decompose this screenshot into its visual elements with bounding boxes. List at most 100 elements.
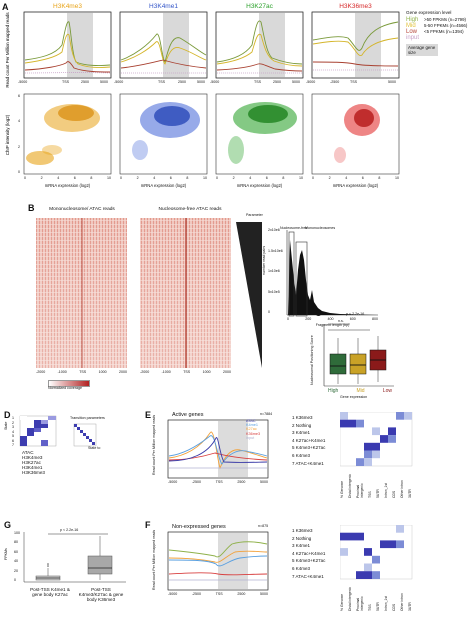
fragment-length-histogram (286, 230, 378, 317)
a-xlabel-bottom: mRNA expression (log2) (236, 183, 283, 188)
coverage-colorbar (48, 380, 90, 387)
e-states: 1 K36me3 2 Nothing 3 K4me1 4 K27ac+K4me1 5 K… (292, 415, 326, 466)
f-states: 1 K36me3 2 Nothing 3 K4me1 4 K27ac+K4me1 5 K… (292, 528, 326, 579)
legend-item-low: Low <5 FPKMs (n=1394) (406, 29, 464, 35)
c-ylabel: Nucleosomal Positioning Score (310, 335, 314, 385)
f-ylabel: Read count Per Million mapped reads (152, 529, 156, 590)
g-ylabel: FPKMs (4, 548, 8, 560)
d-ylabel: State (4, 421, 8, 430)
a-xtick: TSS (158, 80, 165, 84)
a-xlabel-bottom: mRNA expression (log2) (332, 183, 379, 188)
legend-item-mid: Mid 5-50 FPKMs (n=4566) (406, 23, 468, 29)
colorbar-label: Normalized coverage (48, 386, 82, 390)
parameter-label: Parameter (246, 213, 263, 217)
panel-e-letter: E (145, 410, 152, 420)
a-xtick: 2500 (178, 80, 186, 84)
panel-b-letter: B (28, 203, 35, 213)
c-ns: n.s. (338, 319, 344, 323)
c-xlabel: Gene expression (340, 395, 368, 399)
scatter-plot-2 (119, 93, 208, 175)
e-cols: % Genome Distal intergenic Proximal inte… (340, 473, 412, 498)
hist-xlabel: Fragment length (bp) (315, 323, 350, 327)
a-xtick: -2500 (330, 80, 340, 84)
transition-heatmap (73, 423, 97, 447)
a-xtick: TSS (62, 80, 69, 84)
b-xticks-right: -2000 -1000 TSS 1000 2000 (140, 370, 231, 374)
emission-heatmap (19, 415, 57, 447)
a-xtick: TSS (350, 80, 357, 84)
panel-c-boxplot (323, 323, 394, 387)
a-xtick: TSS (254, 80, 261, 84)
panel-g-letter: G (4, 520, 12, 530)
panel-a-ylabel-bottom: ChIP intensity (log2) (5, 114, 10, 155)
a-xlabel-bottom: mRNA expression (log2) (44, 183, 91, 188)
g-yticks: 0 20 40 60 80 100 (14, 531, 20, 582)
e-n: n=7884 (260, 412, 273, 416)
panel-a-ylabel-top: Read count Per Million mapped reads (5, 12, 10, 88)
profile-plot-1 (23, 11, 112, 79)
profile-plot-2 (119, 11, 208, 79)
b-label-right: Nucleosome-free ATAC reads (158, 207, 222, 212)
a-bottom-xticks: 0 2 4 6 8 10 (216, 176, 303, 180)
g-pvalue: p < 2.2e-16 (60, 528, 79, 532)
scatter-plot-1 (23, 93, 112, 175)
a-bottom-xticks: 0 2 4 6 8 10 (120, 176, 207, 180)
panel-c-letter: C (315, 308, 322, 318)
a-xlabel-bottom: mRNA expression (log2) (140, 183, 187, 188)
a-xtick: 5000 (388, 80, 396, 84)
f-state-heatmap (340, 525, 413, 580)
legend-item-high: High >50 FPKMs (n=2799) (406, 17, 466, 23)
hist-label-mono: Mononucleosomes (305, 226, 336, 230)
f-n: n=875 (258, 524, 269, 528)
e-legend: ATAC K4me1 K27ac K36me3 input (246, 419, 261, 440)
title-h3k4me1: H3K4me1 (149, 3, 178, 10)
a-xtick: 5000 (292, 80, 300, 84)
panel-d-letter: D (4, 410, 11, 420)
g-category-2: Post-TSS K4me3/K27ac & gene body K36me3 (78, 587, 124, 603)
legend-average-gene-size: Average gene size (406, 44, 438, 56)
legend-title: Gene expression level (406, 10, 452, 15)
profile-plot-4 (311, 11, 400, 79)
e-xticks: -5000 -2500 TSS 2500 5000 (168, 480, 268, 484)
scatter-plot-4 (311, 93, 400, 175)
title-h3k27ac: H3K27ac (246, 3, 273, 10)
c-pvalue: p < 2.2e-16 (346, 312, 365, 316)
hist-xticks: 0 200 400 600 800 (287, 317, 378, 321)
g-category-1: Post-TSS K4me1 & gene body K27ac (30, 587, 70, 598)
e-title: Active genes (172, 412, 204, 418)
a-xtick: -5000 (18, 80, 28, 84)
f-cols: % Genome Distal intergenic Proximal inte… (340, 586, 412, 611)
panel-a-letter: A (2, 2, 9, 12)
c-categories: High Mid Low (328, 388, 392, 394)
b-xticks-left: -2000 -1000 TSS 1000 2000 (36, 370, 127, 374)
panel-g-boxplot (23, 532, 126, 583)
d-state-to: State to (88, 446, 101, 450)
parameter-triangle (236, 222, 262, 368)
e-state-heatmap (340, 412, 413, 467)
a-bottom-xticks: 0 2 4 6 8 10 (24, 176, 111, 180)
panel-b-figure (36, 218, 378, 368)
b-label-left: Mononucleosome/ ATAC reads (49, 207, 115, 212)
panel-f-profile (167, 531, 269, 591)
a-bottom-xticks: 0 2 4 6 8 10 (312, 176, 399, 180)
a-xtick: 2500 (273, 80, 281, 84)
d-transition-title: Transition parameters (70, 416, 105, 420)
a-xtick: -5000 (210, 80, 220, 84)
e-ylabel: Read count Per Million mapped reads (152, 414, 156, 475)
panel-e-profile (167, 419, 269, 479)
a-xtick: 5000 (100, 80, 108, 84)
scatter-plot-3 (215, 93, 304, 175)
a-xtick: 2500 (81, 80, 89, 84)
f-xticks: -5000 -2500 TSS 2500 5000 (168, 592, 268, 596)
title-h3k36me3: H3K36me3 (339, 3, 372, 10)
a-xtick: 5000 (197, 80, 205, 84)
expression-legend: Gene expression level High >50 FPKMs (n=2… (406, 10, 472, 56)
title-h3k4me3: H3K4me3 (53, 3, 82, 10)
a-xtick: -5000 (114, 80, 124, 84)
hist-label-free: Nucleosome-free (280, 226, 308, 230)
panel-d-figure (19, 415, 97, 447)
legend-item-input: input (406, 35, 420, 41)
hist-ylabel: number read pairs (262, 245, 266, 275)
profile-plot-3 (215, 11, 304, 79)
